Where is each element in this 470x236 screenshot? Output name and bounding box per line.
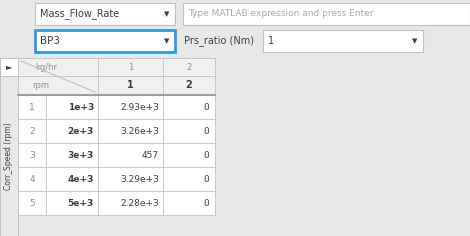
Text: 4e+3: 4e+3 bbox=[68, 174, 94, 184]
Bar bbox=[18, 167, 46, 191]
Bar bbox=[98, 143, 163, 167]
Bar bbox=[163, 143, 215, 167]
Bar bbox=[98, 95, 163, 119]
Bar bbox=[46, 95, 98, 119]
Text: 2.28e+3: 2.28e+3 bbox=[120, 198, 159, 207]
Bar bbox=[46, 167, 98, 191]
Bar bbox=[98, 119, 163, 143]
Text: 2.93e+3: 2.93e+3 bbox=[120, 102, 159, 111]
Text: 1e+3: 1e+3 bbox=[68, 102, 94, 111]
Text: Prs_ratio (Nm): Prs_ratio (Nm) bbox=[184, 36, 254, 46]
Text: 2: 2 bbox=[29, 126, 35, 135]
Bar bbox=[0, 58, 18, 236]
Bar bbox=[46, 191, 98, 215]
Text: 5e+3: 5e+3 bbox=[68, 198, 94, 207]
Text: ▼: ▼ bbox=[164, 11, 170, 17]
Text: 0: 0 bbox=[203, 198, 209, 207]
Text: 3e+3: 3e+3 bbox=[68, 151, 94, 160]
Bar bbox=[163, 95, 215, 119]
Text: 0: 0 bbox=[203, 126, 209, 135]
Bar bbox=[18, 58, 98, 76]
Text: 3.26e+3: 3.26e+3 bbox=[120, 126, 159, 135]
Bar bbox=[35, 30, 175, 52]
Bar bbox=[183, 3, 470, 25]
Bar bbox=[18, 95, 46, 119]
Text: 2e+3: 2e+3 bbox=[68, 126, 94, 135]
Bar bbox=[35, 3, 175, 25]
Text: 2: 2 bbox=[186, 80, 192, 90]
Text: 1: 1 bbox=[128, 63, 133, 72]
Bar bbox=[18, 143, 46, 167]
Text: rpm: rpm bbox=[32, 81, 49, 90]
Bar bbox=[0, 58, 18, 76]
Bar bbox=[46, 119, 98, 143]
Bar bbox=[98, 58, 163, 76]
Bar bbox=[18, 58, 215, 215]
Text: 0: 0 bbox=[203, 102, 209, 111]
Text: 0: 0 bbox=[203, 151, 209, 160]
Bar bbox=[163, 191, 215, 215]
Text: 1: 1 bbox=[268, 36, 274, 46]
Text: 3.29e+3: 3.29e+3 bbox=[120, 174, 159, 184]
Bar bbox=[263, 30, 423, 52]
Bar bbox=[46, 143, 98, 167]
Bar bbox=[18, 119, 46, 143]
Text: kg/hr: kg/hr bbox=[35, 63, 57, 72]
Text: 1: 1 bbox=[29, 102, 35, 111]
Bar bbox=[163, 119, 215, 143]
Text: Type MATLAB expression and press Enter: Type MATLAB expression and press Enter bbox=[188, 9, 374, 18]
Text: ▼: ▼ bbox=[164, 38, 170, 44]
Text: BP3: BP3 bbox=[40, 36, 60, 46]
Bar bbox=[163, 76, 215, 95]
Text: Mass_Flow_Rate: Mass_Flow_Rate bbox=[40, 8, 119, 19]
Bar bbox=[98, 191, 163, 215]
Text: Corr_Speed (rpm): Corr_Speed (rpm) bbox=[5, 122, 14, 190]
Bar bbox=[98, 76, 163, 95]
Bar bbox=[98, 167, 163, 191]
Bar bbox=[163, 58, 215, 76]
Text: 2: 2 bbox=[187, 63, 192, 72]
Text: ►: ► bbox=[6, 63, 12, 72]
Text: 5: 5 bbox=[29, 198, 35, 207]
Bar bbox=[163, 167, 215, 191]
Text: 457: 457 bbox=[142, 151, 159, 160]
Bar bbox=[18, 191, 46, 215]
Text: 1: 1 bbox=[127, 80, 134, 90]
Text: ▼: ▼ bbox=[412, 38, 418, 44]
Text: 0: 0 bbox=[203, 174, 209, 184]
Text: 3: 3 bbox=[29, 151, 35, 160]
Text: 4: 4 bbox=[29, 174, 35, 184]
Bar bbox=[18, 76, 98, 95]
